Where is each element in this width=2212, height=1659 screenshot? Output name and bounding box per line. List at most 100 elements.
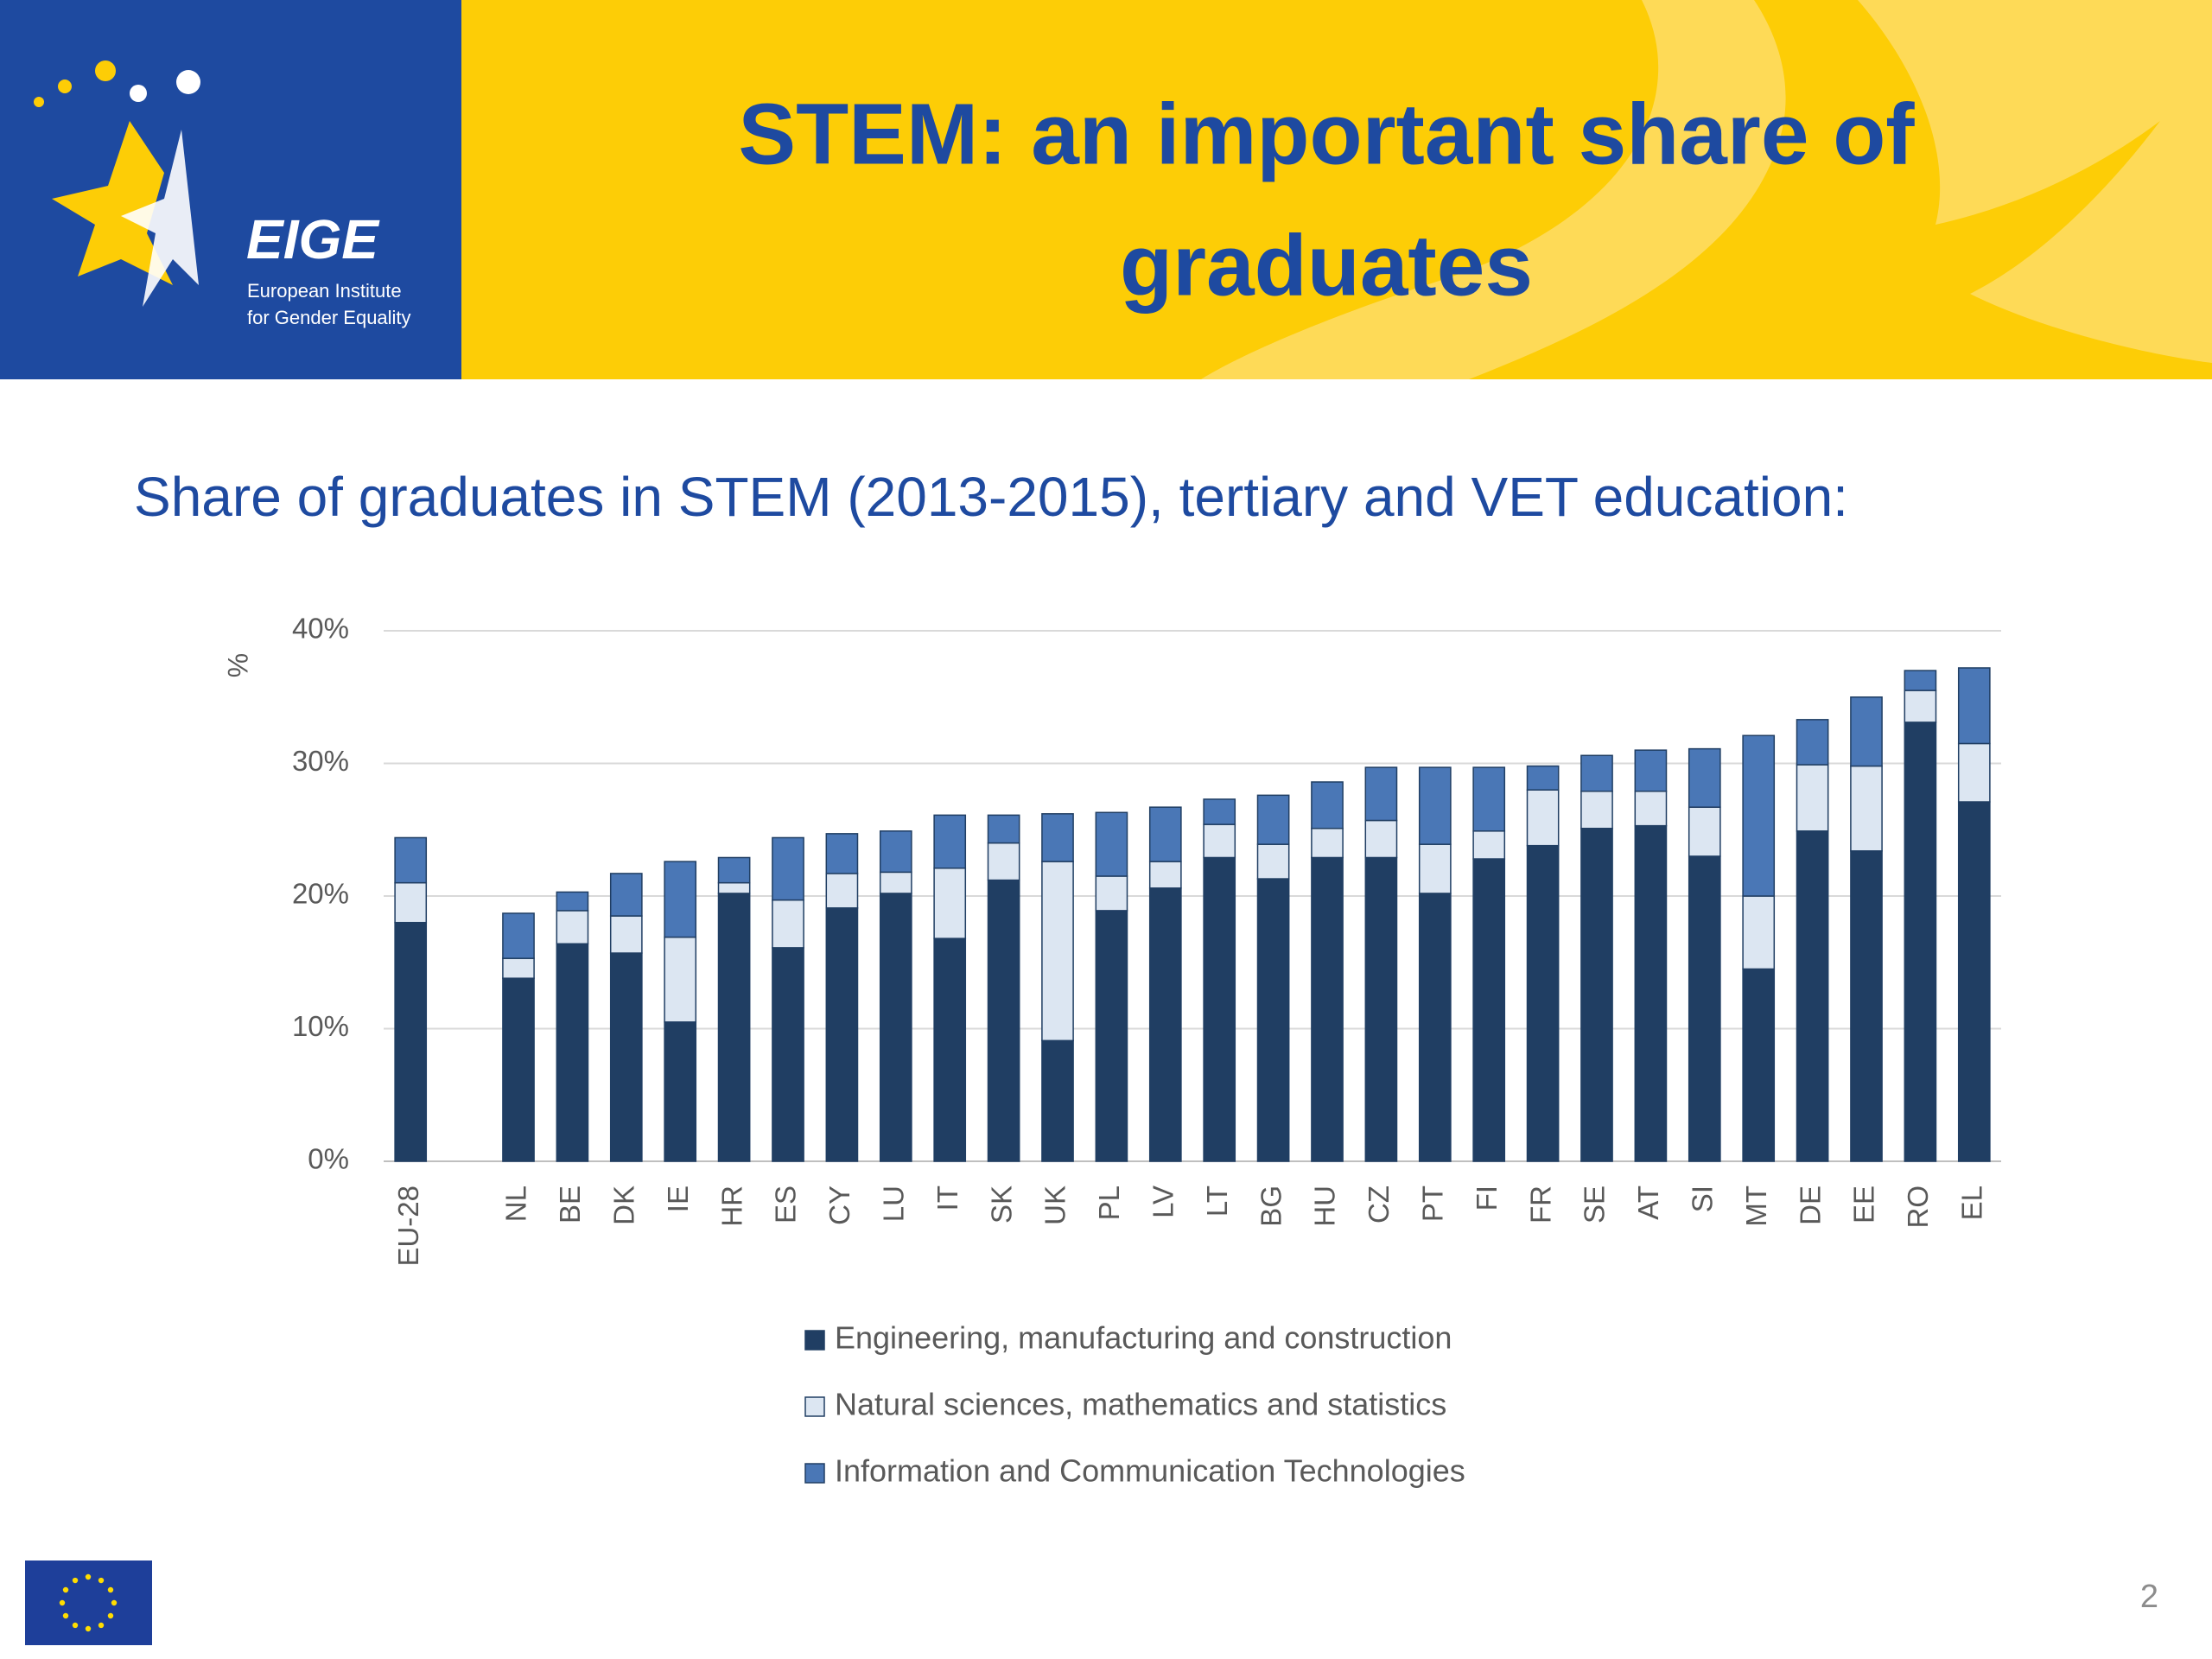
flag-star bbox=[72, 1577, 79, 1584]
logo-figure bbox=[121, 70, 200, 307]
bar-segment bbox=[933, 814, 967, 869]
x-tick-label: EL bbox=[1956, 1185, 1988, 1220]
bar-segment bbox=[1418, 843, 1452, 894]
bar-segment bbox=[987, 814, 1020, 844]
x-tick-label: SI bbox=[1687, 1185, 1719, 1212]
bar-segment bbox=[1364, 856, 1398, 1162]
flag-star bbox=[62, 1586, 69, 1593]
y-tick-label: 10% bbox=[292, 1010, 349, 1042]
bar-segment bbox=[772, 899, 804, 949]
bar-segment bbox=[664, 1021, 697, 1162]
x-tick-label: BE bbox=[554, 1185, 586, 1224]
eu-flag bbox=[25, 1560, 152, 1645]
x-tick-label: CY bbox=[823, 1185, 855, 1225]
bar-segment bbox=[1256, 878, 1290, 1162]
bar-segment bbox=[1904, 690, 1937, 723]
bar-segment bbox=[1311, 781, 1344, 830]
bar-segment bbox=[717, 893, 751, 1162]
bar-segment bbox=[609, 952, 643, 1162]
bar-segment bbox=[1742, 895, 1776, 970]
bar-segment bbox=[933, 938, 967, 1162]
bar-segment bbox=[1957, 742, 1991, 803]
logo-box bbox=[0, 0, 461, 379]
bar-segment bbox=[1418, 893, 1452, 1162]
legend-swatch bbox=[804, 1463, 825, 1484]
bar-segment bbox=[1472, 766, 1506, 832]
bar-segment bbox=[1526, 844, 1560, 1162]
bar-segment bbox=[1526, 765, 1560, 791]
bar-segment bbox=[772, 947, 804, 1162]
bar-segment bbox=[1472, 858, 1506, 1162]
bar-segment bbox=[987, 842, 1020, 881]
x-tick-label: MT bbox=[1740, 1185, 1772, 1227]
bar-segment bbox=[1148, 887, 1182, 1162]
bar-segment bbox=[772, 836, 804, 901]
x-tick-label: IT bbox=[931, 1185, 963, 1211]
bar-segment bbox=[933, 868, 967, 939]
bar-segment bbox=[664, 936, 697, 1023]
x-tick-label: NL bbox=[500, 1185, 532, 1222]
x-tick-label: EU-28 bbox=[392, 1185, 424, 1267]
decor bbox=[1201, 0, 1786, 379]
bar-segment bbox=[394, 881, 428, 924]
bar-segment bbox=[1472, 830, 1506, 860]
bar-segment bbox=[1095, 910, 1128, 1162]
bar-segment bbox=[1904, 721, 1937, 1162]
legend-swatch bbox=[804, 1330, 825, 1351]
x-tick-label: FR bbox=[1524, 1185, 1556, 1224]
bar-segment bbox=[556, 891, 589, 912]
x-tick-label: LU bbox=[878, 1185, 910, 1222]
bar-segment bbox=[717, 856, 751, 884]
y-axis-label: % bbox=[222, 653, 253, 677]
bar-segment bbox=[987, 879, 1020, 1162]
bar-segment bbox=[502, 957, 535, 979]
bar-segment bbox=[664, 861, 697, 938]
flag-star bbox=[59, 1599, 66, 1606]
bar-segment bbox=[556, 910, 589, 945]
x-tick-label: FI bbox=[1471, 1185, 1503, 1211]
bar-segment bbox=[1742, 734, 1776, 897]
x-tick-label: CZ bbox=[1363, 1185, 1395, 1224]
y-tick-label: 20% bbox=[292, 878, 349, 910]
bar-segment bbox=[1364, 766, 1398, 822]
bar-segment bbox=[1041, 813, 1074, 862]
flag-star bbox=[98, 1577, 105, 1584]
bar-segment bbox=[825, 873, 859, 909]
logo-stars bbox=[34, 60, 173, 285]
x-tick-label: ES bbox=[770, 1185, 802, 1224]
y-tick-label: 0% bbox=[308, 1143, 349, 1175]
y-tick-label: 40% bbox=[292, 613, 349, 645]
bar-segment bbox=[1688, 747, 1721, 808]
bar-segment bbox=[609, 915, 643, 954]
x-tick-label: DE bbox=[1794, 1185, 1826, 1225]
x-tick-label: HR bbox=[715, 1185, 747, 1227]
bar-segment bbox=[1148, 861, 1182, 889]
eu-flag-stars bbox=[59, 1573, 118, 1632]
flag-star bbox=[85, 1625, 92, 1632]
bar-segment bbox=[1311, 856, 1344, 1162]
bar-segment bbox=[1580, 827, 1613, 1162]
x-tick-label: IE bbox=[662, 1185, 694, 1212]
bar-segment bbox=[1957, 667, 1991, 745]
x-tick-label: SK bbox=[985, 1185, 1017, 1224]
bar-segment bbox=[1580, 754, 1613, 792]
x-tick-label: BG bbox=[1255, 1185, 1287, 1227]
bar-segment bbox=[1634, 749, 1668, 792]
decor bbox=[1858, 0, 2212, 363]
bar-segment bbox=[1203, 823, 1236, 859]
bar-segment bbox=[717, 881, 751, 894]
bar-segment bbox=[394, 921, 428, 1162]
bar-segment bbox=[394, 836, 428, 884]
bar-segment bbox=[879, 893, 912, 1162]
bar-segment bbox=[1796, 764, 1829, 832]
flag-star bbox=[85, 1573, 92, 1580]
bar-segment bbox=[1796, 830, 1829, 1162]
bar-segment bbox=[1688, 855, 1721, 1162]
x-tick-label: DK bbox=[608, 1185, 640, 1225]
bar-segment bbox=[825, 833, 859, 874]
bar-segment bbox=[1203, 798, 1236, 825]
bar-segment bbox=[1957, 801, 1991, 1162]
bar-segment bbox=[1203, 856, 1236, 1162]
x-tick-label: SE bbox=[1579, 1185, 1611, 1224]
